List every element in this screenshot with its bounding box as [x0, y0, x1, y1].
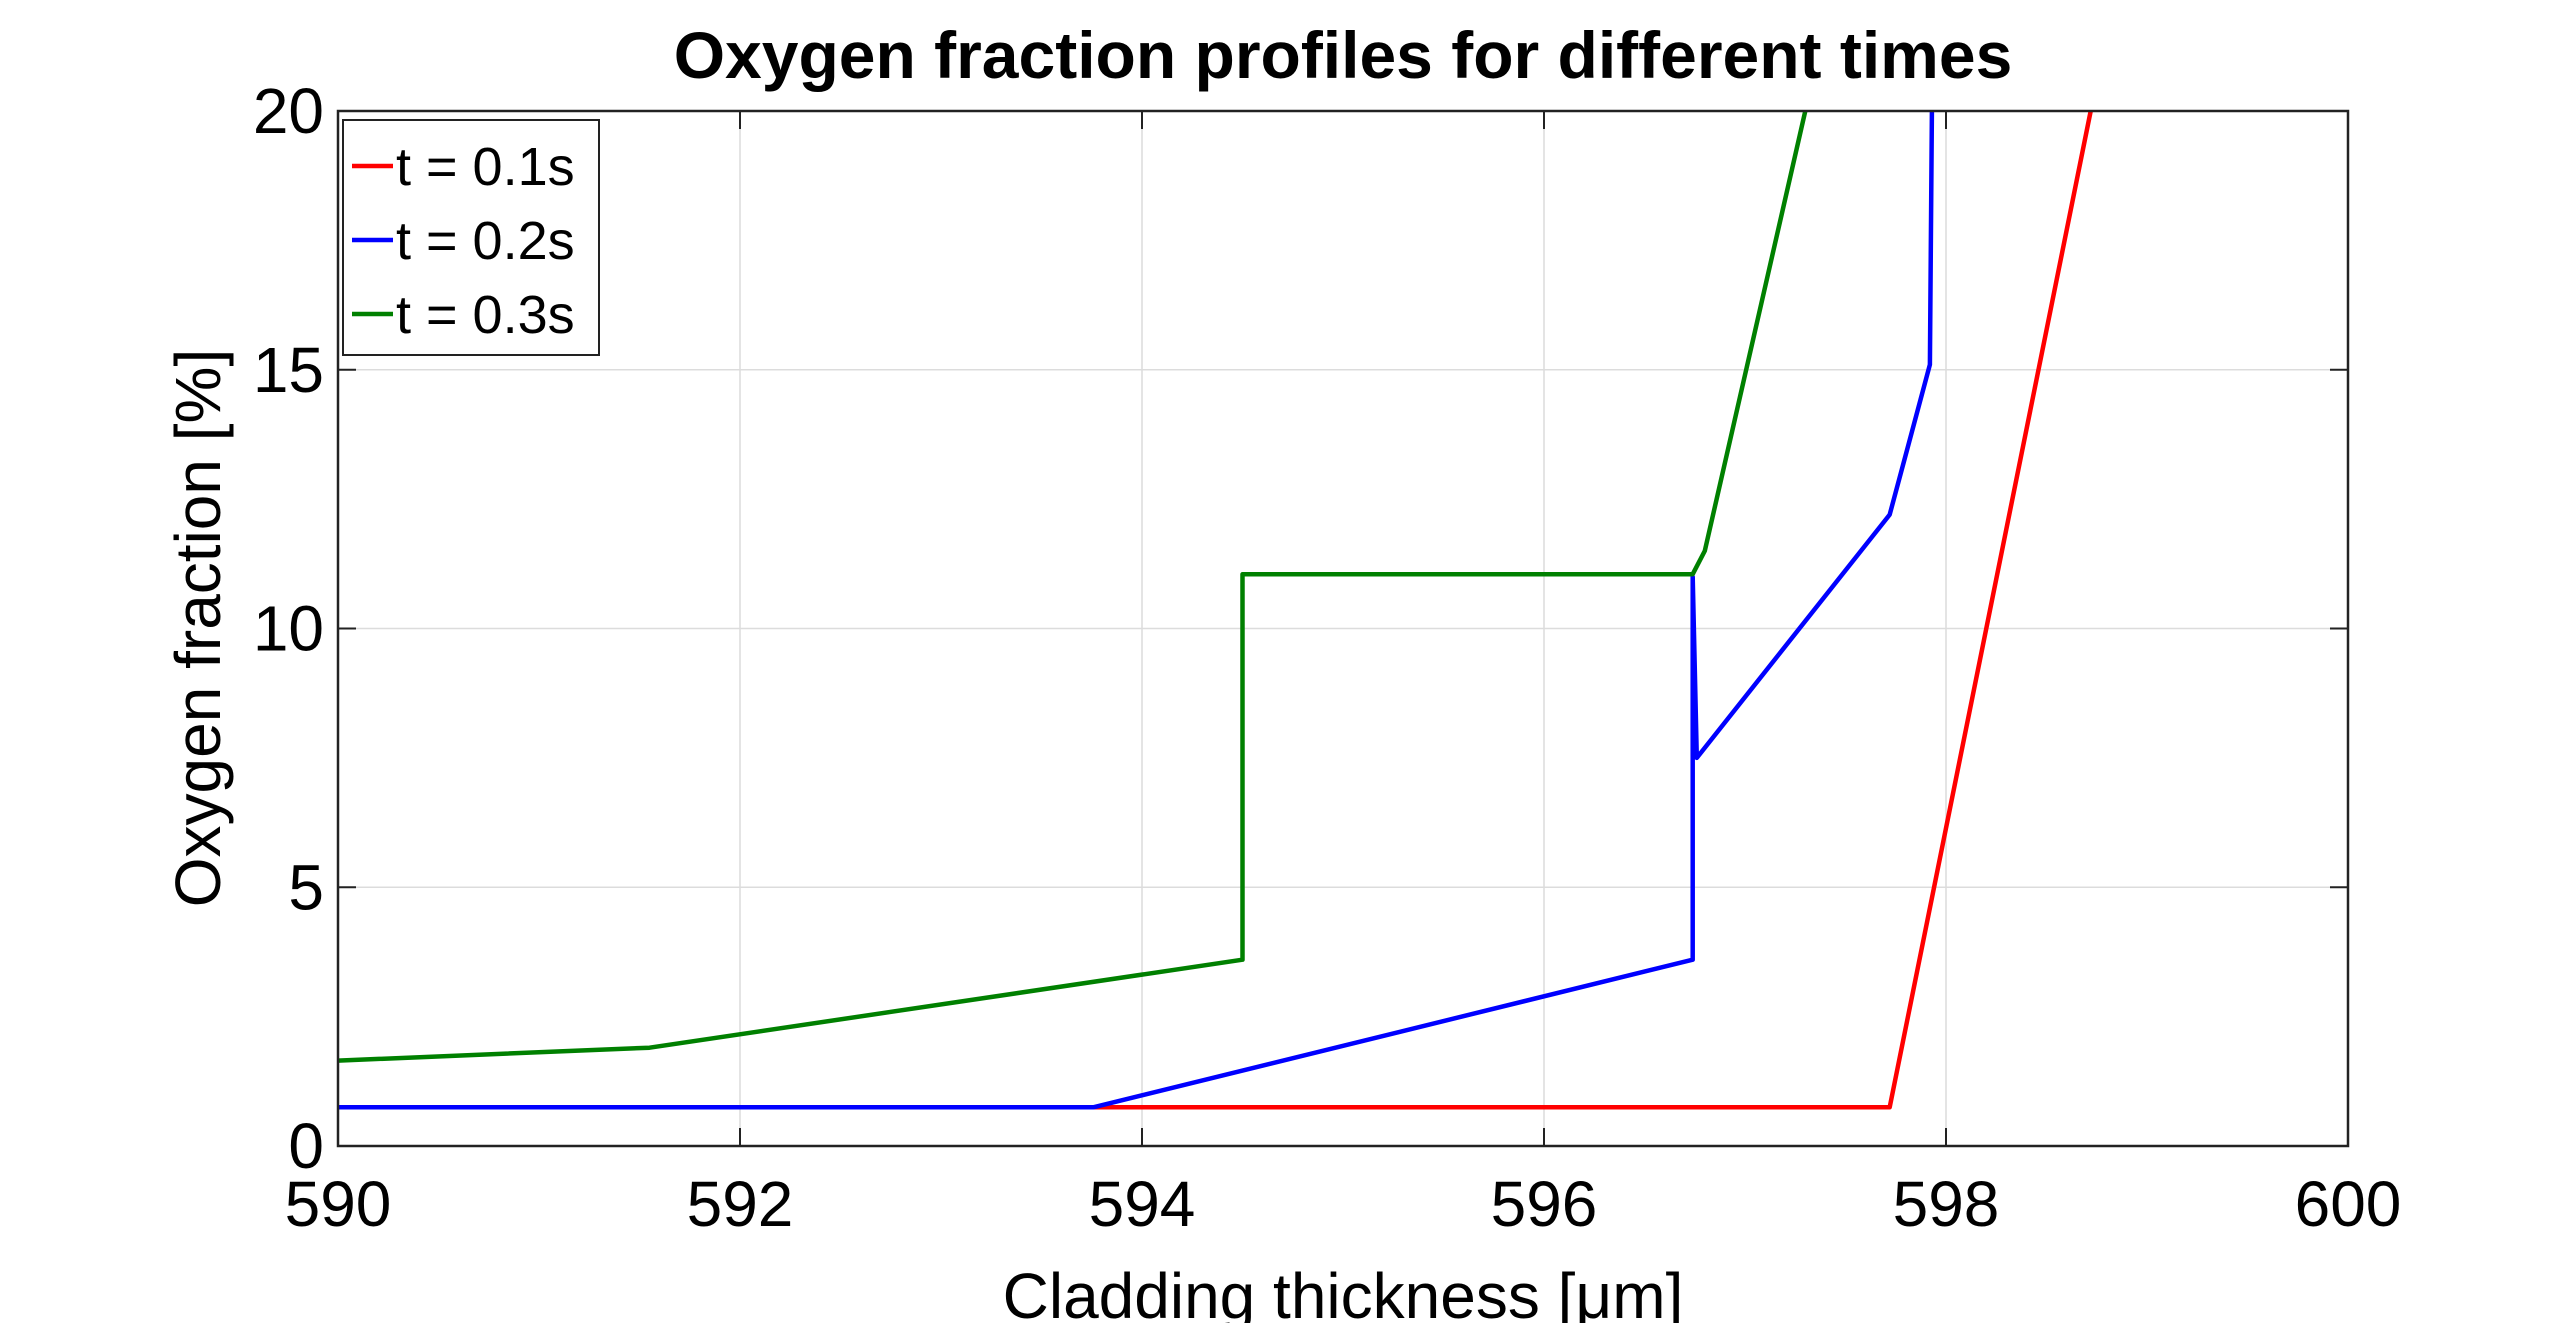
y-tick-labels: 0 5 10 15 20: [253, 75, 324, 1182]
x-tick-label: 596: [1491, 1168, 1598, 1240]
x-tick-label: 592: [687, 1168, 794, 1240]
y-tick-label: 5: [288, 851, 324, 923]
series-lines: [337, 110, 2093, 1110]
x-axis-label: Cladding thickness [μm]: [1003, 1260, 1684, 1323]
grid-lines: [338, 111, 2348, 1146]
y-axis-label: Oxygen fraction [%]: [162, 349, 234, 907]
y-tick-label: 10: [253, 593, 324, 665]
x-tick-label: 590: [285, 1168, 392, 1240]
x-tick-label: 594: [1089, 1168, 1196, 1240]
legend-label-1: t = 0.1s: [396, 137, 575, 197]
y-tick-label: 15: [253, 334, 324, 406]
series-line-2: [338, 110, 1935, 1110]
y-tick-label: 0: [288, 1110, 324, 1182]
y-tick-label: 20: [253, 75, 324, 147]
x-tick-label: 600: [2295, 1168, 2402, 1240]
chart-title: Oxygen fraction profiles for different t…: [674, 18, 2013, 92]
legend: t = 0.1s t = 0.2s t = 0.3s: [342, 119, 600, 356]
x-tick-labels: 590 592 594 596 598 600: [285, 1168, 2402, 1240]
series-line-3: [337, 110, 1808, 1063]
legend-label-3: t = 0.3s: [396, 285, 575, 345]
x-tick-label: 598: [1893, 1168, 2000, 1240]
plot-frame: [336, 109, 2350, 1148]
legend-label-2: t = 0.2s: [396, 211, 575, 271]
